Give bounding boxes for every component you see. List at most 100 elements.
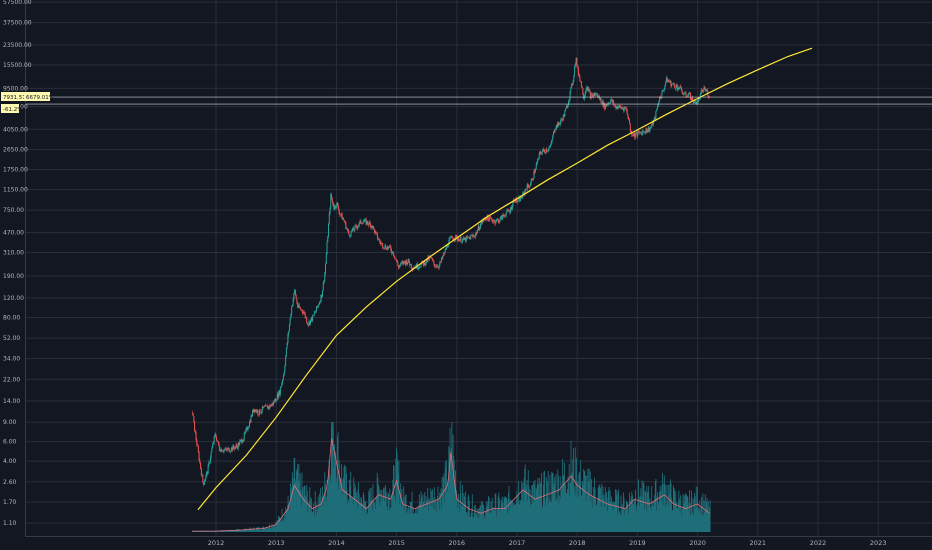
volume-bar [483,504,485,532]
candle-body [269,404,271,408]
volume-bar [689,515,691,532]
volume-bar [193,531,195,532]
volume-bar [361,510,363,532]
volume-bar [305,498,307,532]
candle-body [240,439,242,441]
candle-body [577,67,579,75]
candle-body [685,92,687,97]
y-tick-label: 9.00 [3,419,17,426]
candle-body [460,236,462,243]
volume-bar [418,507,420,532]
candle-body [501,216,503,220]
volume-bar [312,503,314,532]
candle-body [292,299,294,305]
volume-bar [271,527,273,532]
volume-bar [450,452,452,532]
volume-bar [600,488,601,532]
candle-body [568,99,570,102]
volume-bar [696,507,698,532]
volume-bar [529,497,530,532]
candle-body [485,218,487,220]
volume-bar [459,511,461,532]
candle-body [436,266,438,267]
volume-bar [657,491,659,532]
volume-bar [330,422,332,532]
candle-body [481,220,483,223]
volume-bar [466,512,468,532]
volume-bar [704,494,706,532]
candle-body [403,261,405,264]
volume-bar [322,505,324,532]
volume-bar [641,503,642,532]
volume-bar [283,517,285,532]
volume-bar [659,485,661,532]
volume-bar [518,481,520,532]
candle-body [418,266,420,269]
price-line [26,96,932,105]
volume-bar [231,530,233,532]
volume-bar [246,529,248,532]
volume-bar [295,479,297,532]
volume-bar [264,529,266,532]
volume-bar [534,479,536,532]
candle-body [340,213,342,215]
volume-bar [248,530,250,532]
volume-bar [618,511,620,532]
candle-body [526,184,528,191]
candle-body [311,317,313,321]
volume-bar [494,509,496,532]
volume-bar [338,490,340,532]
candle-body [254,409,256,413]
volume-bar [346,489,348,532]
volume-bar [348,502,350,532]
volume-bar [524,464,526,532]
candle-body [475,232,477,235]
candle-body [279,390,281,395]
volume-bar [365,500,367,532]
volume-bar [272,525,274,532]
volume-bar [276,520,278,532]
volume-bar [279,516,281,532]
volume-bar [618,489,620,532]
candle-body [264,405,266,407]
volume-bar [324,472,326,532]
candle-body [692,97,694,102]
volume-bar [665,485,667,532]
candle-body [270,404,272,407]
candle-body [622,108,624,109]
candle-body [350,231,352,236]
candle-body [393,255,395,256]
volume-bar [249,529,251,532]
candle-body [245,429,247,433]
candle-body [286,343,288,348]
candle-body [378,239,380,241]
volume-bar [308,501,310,532]
candle-body [396,260,398,262]
volume-bar [675,501,677,532]
volume-bar [640,488,642,532]
volume-bar [331,426,333,532]
candle-body [285,347,287,357]
volume-bar [498,498,500,532]
candle-body [640,132,642,134]
volume-bar [321,486,323,532]
candle-body [218,445,220,451]
candle-body [376,233,378,239]
volume-bar [391,491,393,532]
volume-bar [356,507,358,532]
candle-body [261,411,263,413]
volume-bar [604,486,606,532]
y-tick-label: 52.00 [3,335,20,342]
candle-body [708,97,710,98]
volume-bar [535,487,537,532]
candle-body [572,81,574,85]
volume-bar [668,506,670,532]
candle-body [465,236,467,242]
candle-body [521,197,523,199]
volume-bar [405,494,407,532]
candle-body [194,420,196,432]
volume-bar [217,531,219,532]
volume-bar [285,507,287,532]
y-tick-label: 22.00 [3,376,20,383]
